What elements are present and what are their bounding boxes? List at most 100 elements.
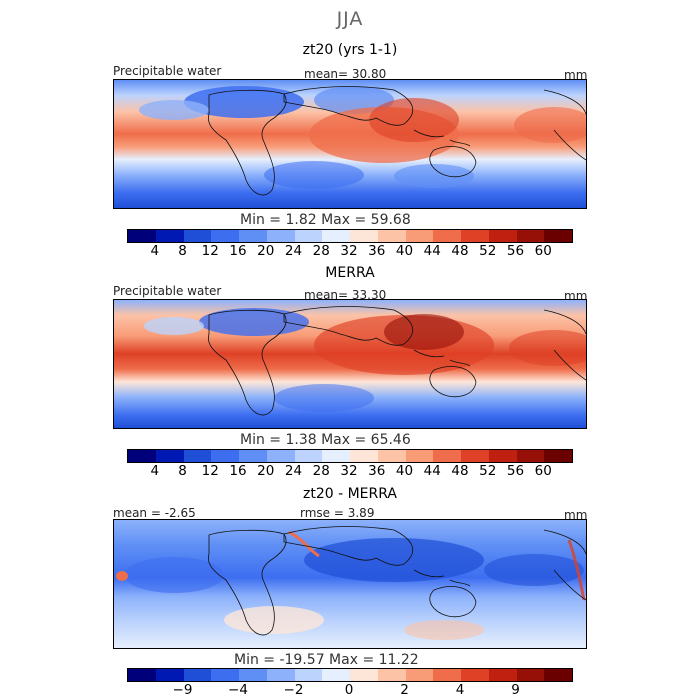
- colorbar-model: [127, 229, 573, 243]
- australia-outline-merra: [429, 366, 477, 398]
- colorbar-swatch: [350, 669, 378, 681]
- colorbar-ticks-diff: −9 −4 −2 0 2 4 9: [127, 682, 573, 700]
- panel-title-model: zt20 (yrs 1-1): [302, 42, 398, 58]
- colorbar-tick-label: 20: [257, 243, 275, 259]
- colorbar-tick-label: 44: [423, 463, 441, 479]
- colorbar-tick-label: 32: [340, 463, 358, 479]
- colorbar-tick-label: 12: [201, 243, 219, 259]
- colorbar-ticks-model: 4 8 12 16 20 24 28 32 36 40 44 48 52 56 60: [127, 243, 573, 263]
- colorbar-diff: [127, 668, 573, 682]
- map-panel-merra: [113, 299, 587, 429]
- colorbar-tick-label: −4: [228, 682, 248, 698]
- map-model-svg: [114, 80, 586, 208]
- colorbar-swatch: [516, 450, 545, 462]
- units-label-diff: mm: [564, 508, 588, 522]
- colorbar-tick-label: 52: [479, 243, 497, 259]
- colorbar-swatch: [266, 669, 295, 681]
- colorbar-swatch: [155, 450, 184, 462]
- colorbar-tick-label: 56: [506, 463, 525, 479]
- colorbar-tick-label: 28: [312, 243, 330, 259]
- colorbar-tick-label: 44: [423, 243, 441, 259]
- colorbar-tick-label: 60: [534, 243, 552, 259]
- colorbar-swatch: [405, 230, 434, 242]
- colorbar-tick-label: −2: [283, 682, 304, 698]
- colorbar-swatch: [128, 450, 156, 462]
- eurasia-outline: [283, 86, 414, 126]
- colorbar-tick-label: 48: [451, 243, 469, 259]
- figure-title: JJA: [336, 8, 364, 30]
- mean-label-diff: mean = -2.65: [113, 506, 196, 520]
- colorbar-tick-label: 40: [395, 243, 414, 259]
- colorbar-swatch: [183, 230, 212, 242]
- colorbar-tick-label: 9: [511, 682, 520, 698]
- rmse-label-diff: rmse = 3.89: [300, 506, 375, 520]
- colorbar-tick-label: 60: [534, 463, 552, 479]
- colorbar-swatch: [294, 669, 323, 681]
- map-panel-model: [113, 79, 587, 209]
- colorbar-tick-label: 28: [312, 463, 330, 479]
- colorbar-swatch: [294, 450, 323, 462]
- australia-outline: [429, 146, 477, 178]
- colorbar-swatch: [128, 230, 156, 242]
- colorbar-tick-label: 4: [150, 463, 160, 479]
- colorbar-swatch: [155, 230, 184, 242]
- colorbar-swatch: [211, 230, 239, 242]
- australia-outline-diff: [429, 586, 477, 618]
- colorbar-tick-label: −9: [172, 682, 193, 698]
- colorbar-swatch: [377, 450, 406, 462]
- colorbar-swatch: [433, 669, 461, 681]
- colorbar-swatch: [266, 450, 295, 462]
- mean-label-merra: mean= 33.30: [304, 288, 387, 302]
- colorbar-swatch: [516, 669, 545, 681]
- colorbar-swatch: [155, 669, 184, 681]
- colorbar-tick-label: 8: [178, 463, 187, 479]
- colorbar-swatch: [128, 669, 156, 681]
- field-label-merra: Precipitable water: [113, 284, 222, 298]
- min-max-label-diff: Min = -19.57 Max = 11.22: [234, 652, 419, 668]
- colorbar-swatch: [461, 669, 489, 681]
- colorbar-swatch: [544, 669, 572, 681]
- colorbar-swatch: [488, 669, 517, 681]
- colorbar-swatch: [377, 669, 406, 681]
- colorbar-tick-label: 20: [257, 463, 275, 479]
- panel-title-diff: zt20 - MERRA: [303, 486, 397, 502]
- colorbar-tick-label: 36: [368, 463, 386, 479]
- colorbar-swatch: [322, 669, 350, 681]
- colorbar-swatch: [544, 450, 572, 462]
- colorbar-tick-label: 52: [479, 463, 497, 479]
- units-label-model: mm: [564, 68, 588, 82]
- colorbar-swatch: [488, 450, 517, 462]
- colorbar-swatch: [544, 230, 572, 242]
- colorbar-swatch: [461, 230, 489, 242]
- colorbar-swatch: [294, 230, 323, 242]
- colorbar-tick-label: 8: [178, 243, 187, 259]
- colorbar-swatch: [239, 450, 267, 462]
- colorbar-swatch: [239, 230, 267, 242]
- colorbar-tick-label: 0: [344, 682, 354, 698]
- min-max-label-model: Min = 1.82 Max = 59.68: [240, 212, 411, 228]
- colorbar-swatch: [377, 230, 406, 242]
- colorbar-swatch: [405, 669, 434, 681]
- colorbar-tick-label: 16: [229, 243, 247, 259]
- colorbar-swatch: [433, 230, 461, 242]
- map-merra-svg: [114, 300, 586, 428]
- colorbar-tick-label: 48: [451, 463, 469, 479]
- colorbar-ticks-merra: 4 8 12 16 20 24 28 32 36 40 44 48 52 56 60: [127, 463, 573, 483]
- colorbar-tick-label: 40: [395, 463, 414, 479]
- colorbar-tick-label: 2: [400, 682, 409, 698]
- colorbar-swatch: [322, 230, 350, 242]
- colorbar-swatch: [239, 669, 267, 681]
- colorbar-tick-label: 24: [284, 463, 303, 479]
- colorbar-swatch: [516, 230, 545, 242]
- min-max-label-merra: Min = 1.38 Max = 65.46: [240, 432, 411, 448]
- colorbar-swatch: [211, 669, 239, 681]
- colorbar-swatch: [211, 450, 239, 462]
- colorbar-merra: [127, 449, 573, 463]
- colorbar-swatch: [350, 230, 378, 242]
- colorbar-tick-label: 12: [201, 463, 219, 479]
- colorbar-tick-label: 16: [229, 463, 247, 479]
- colorbar-tick-label: 56: [506, 243, 525, 259]
- colorbar-tick-label: 4: [455, 682, 465, 698]
- field-label-model: Precipitable water: [113, 64, 222, 78]
- colorbar-swatch: [322, 450, 350, 462]
